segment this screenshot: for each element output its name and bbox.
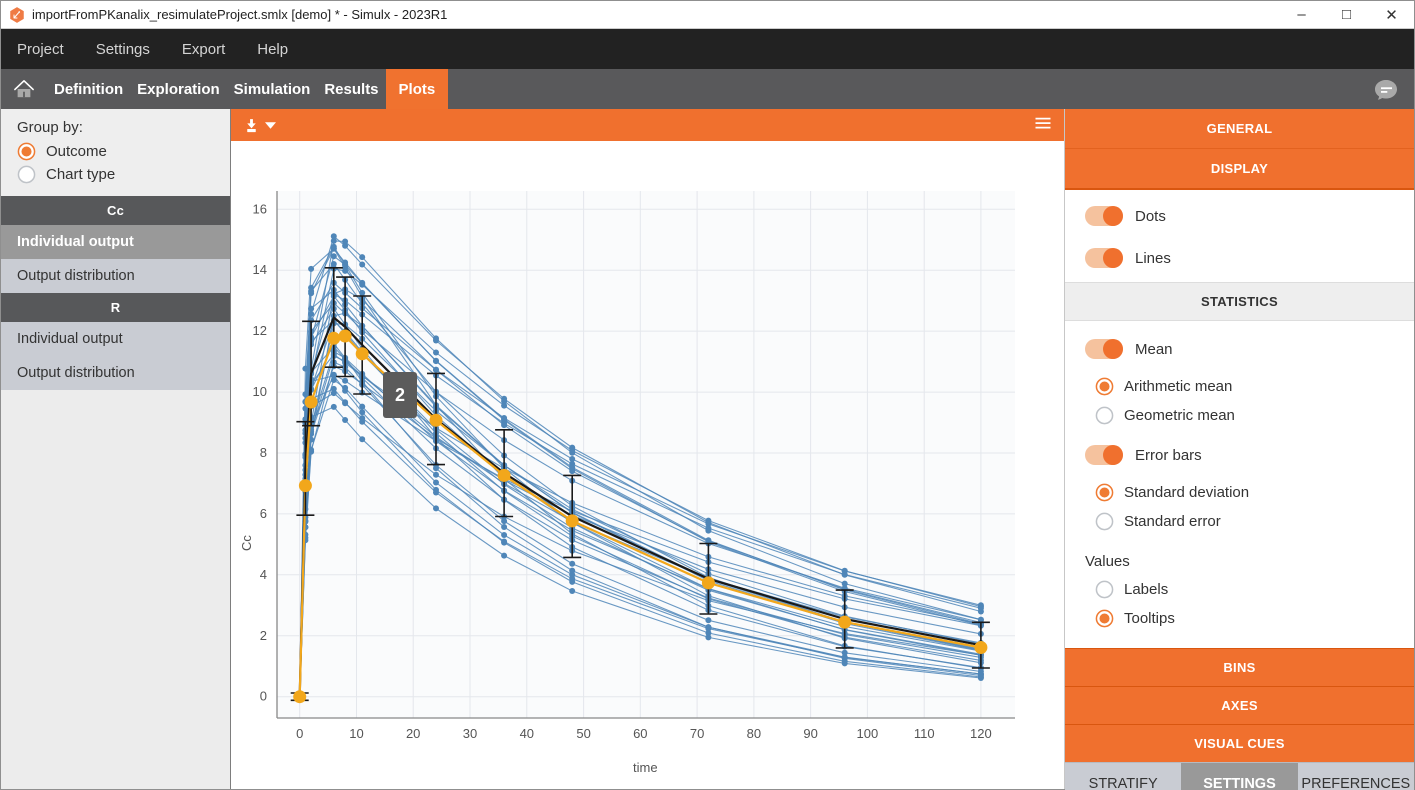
svg-text:14: 14 — [253, 262, 267, 277]
svg-text:110: 110 — [914, 726, 935, 741]
svg-text:0: 0 — [260, 689, 267, 704]
svg-text:0: 0 — [296, 726, 303, 741]
svg-text:10: 10 — [349, 726, 363, 741]
svg-text:12: 12 — [253, 323, 267, 338]
svg-text:16: 16 — [253, 201, 267, 216]
svg-text:2: 2 — [260, 628, 267, 643]
svg-text:60: 60 — [633, 726, 647, 741]
svg-text:6: 6 — [260, 506, 267, 521]
svg-text:80: 80 — [747, 726, 761, 741]
svg-text:20: 20 — [406, 726, 420, 741]
svg-text:40: 40 — [520, 726, 534, 741]
svg-text:30: 30 — [463, 726, 477, 741]
svg-text:4: 4 — [260, 567, 267, 582]
svg-text:90: 90 — [803, 726, 817, 741]
svg-text:50: 50 — [576, 726, 590, 741]
svg-text:120: 120 — [970, 726, 992, 741]
svg-text:100: 100 — [857, 726, 879, 741]
svg-text:10: 10 — [253, 384, 267, 399]
svg-text:8: 8 — [260, 445, 267, 460]
svg-text:70: 70 — [690, 726, 704, 741]
